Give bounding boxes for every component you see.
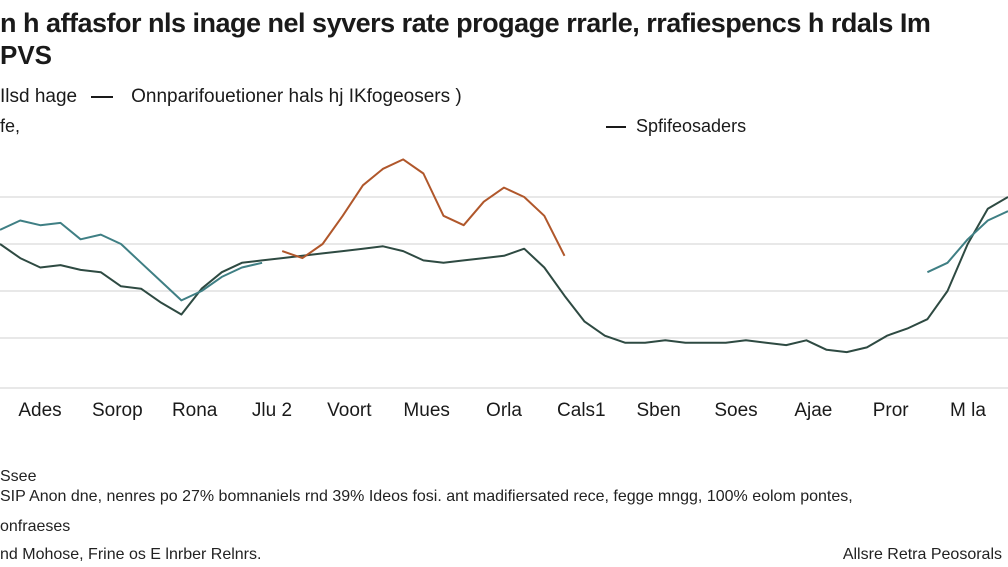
footer-note-line2: onfraeses [0, 518, 71, 535]
footer-note-line1: SIP Anon dne, nenres po 27% bomnaniels r… [0, 488, 853, 505]
x-tick-label: Voort [327, 400, 372, 421]
x-tick-label: Rona [172, 400, 218, 421]
legend-dash-icon [91, 96, 114, 98]
x-tick-label: Sorop [92, 400, 143, 421]
x-tick-label: Soes [714, 400, 757, 421]
legend-left-label: Ilsd hage [0, 86, 78, 107]
legend-series-label: Onnparifouetioner hals hj IKfogeosers ) [131, 86, 462, 107]
x-tick-label: Jlu 2 [252, 400, 292, 421]
footer-source-right: Allsre Retra Peosorals [842, 546, 1002, 563]
x-tick-label: Cals1 [557, 400, 606, 421]
chart-title: n h affasfor nls inage nel syvers rate p… [0, 8, 931, 38]
footer-note-label: Ssee [0, 468, 37, 485]
x-tick-label: Ajae [794, 400, 832, 421]
x-tick-label: Mues [403, 400, 449, 421]
x-tick-label: Sben [636, 400, 680, 421]
legend-top: Ilsd hage Onnparifouetioner hals hj IKfo… [0, 86, 462, 108]
x-tick-label: M la [950, 400, 986, 421]
legend-right-label: Spfifeosaders [636, 116, 747, 136]
chart-title-line2: PVS [0, 40, 53, 70]
series-line-2 [281, 158, 566, 260]
x-tick-label: Pror [873, 400, 910, 421]
line-chart: Ades Sorop Rona Jlu 2 Voort Mues Orla Cals1 Sben… [0, 158, 1008, 421]
x-tick-label: Orla [486, 400, 522, 421]
x-tick-label: Ades [18, 400, 61, 421]
y-unit-label: fe, [0, 116, 21, 136]
legend-right-dash-icon [606, 125, 626, 128]
series-line-1 [0, 196, 1008, 354]
legend-right: Spfifeosaders [606, 116, 746, 137]
series-line-3 [0, 210, 1008, 302]
footer-source-left: nd Mohose, Frine os E lnrber Relnrs. [0, 546, 262, 563]
